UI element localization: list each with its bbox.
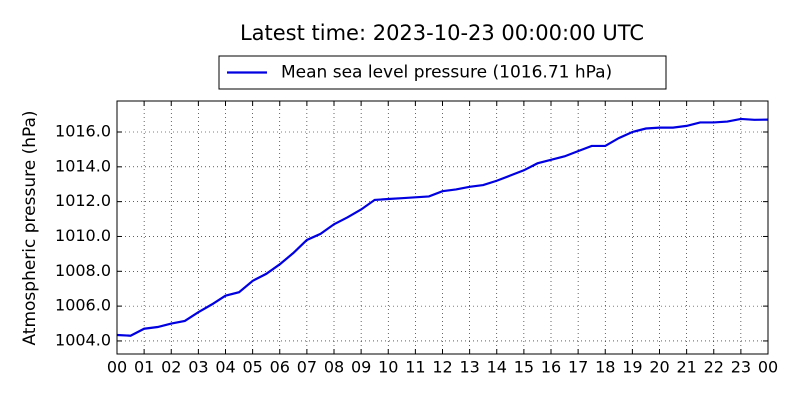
x-tick-label: 07 [297, 358, 317, 377]
y-tick-label: 1004.0 [55, 330, 111, 349]
x-tick-label: 03 [188, 358, 208, 377]
x-tick-label: 06 [270, 358, 290, 377]
y-tick-label: 1012.0 [55, 191, 111, 210]
x-tick-label: 20 [649, 358, 669, 377]
x-tick-label: 19 [622, 358, 642, 377]
x-tick-label: 05 [242, 358, 262, 377]
x-tick-label: 08 [324, 358, 344, 377]
x-tick-label: 02 [161, 358, 181, 377]
chart-title: Latest time: 2023-10-23 00:00:00 UTC [240, 21, 644, 45]
y-tick-label: 1014.0 [55, 156, 111, 175]
x-tick-label: 18 [595, 358, 615, 377]
legend-label: Mean sea level pressure (1016.71 hPa) [281, 63, 612, 83]
x-tick-label: 21 [676, 358, 696, 377]
x-tick-label: 11 [405, 358, 425, 377]
x-tick-label: 23 [731, 358, 751, 377]
y-tick-label: 1016.0 [55, 121, 111, 140]
y-tick-label: 1008.0 [55, 261, 111, 280]
x-tick-label: 09 [351, 358, 371, 377]
x-tick-label: 14 [487, 358, 507, 377]
legend-box [218, 55, 667, 90]
x-tick-label: 01 [134, 358, 154, 377]
x-tick-label: 15 [514, 358, 534, 377]
x-tick-label: 16 [541, 358, 561, 377]
x-tick-label: 00 [758, 358, 778, 377]
plot-frame [116, 100, 769, 355]
x-tick-label: 12 [432, 358, 452, 377]
y-tick-label: 1006.0 [55, 296, 111, 315]
line-series [116, 117, 769, 337]
x-tick-label: 10 [378, 358, 398, 377]
y-axis-label: Atmospheric pressure (hPa) [20, 110, 40, 345]
x-tick-label: 00 [107, 358, 127, 377]
x-tick-label: 17 [568, 358, 588, 377]
y-tick-label: 1010.0 [55, 226, 111, 245]
x-tick-label: 22 [704, 358, 724, 377]
x-tick-label: 04 [215, 358, 235, 377]
x-tick-label: 13 [459, 358, 479, 377]
